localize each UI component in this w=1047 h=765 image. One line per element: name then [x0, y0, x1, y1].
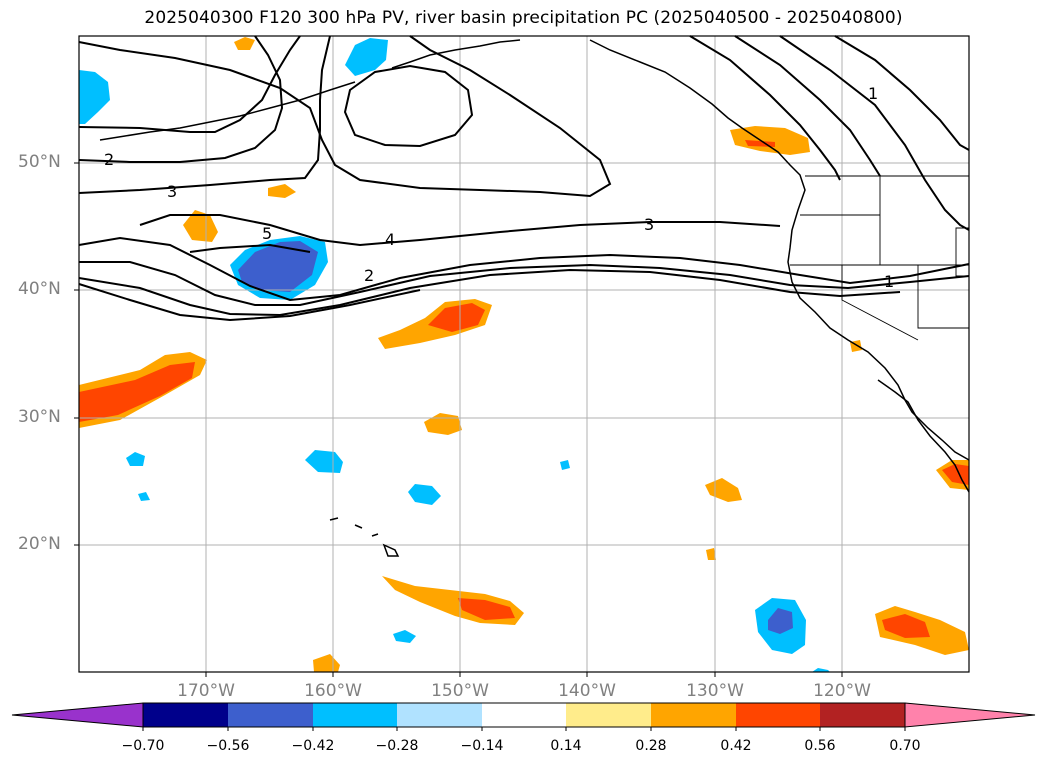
- contour-label: 1: [884, 272, 894, 291]
- colorbar-tick-label: −0.42: [291, 738, 335, 754]
- colorbar-swatch: [397, 703, 482, 727]
- lat-label: 50°N: [18, 152, 61, 172]
- colorbar-tick-label: 0.42: [720, 738, 752, 754]
- lon-label: 140°W: [558, 681, 616, 701]
- precip-positive-core: [882, 614, 930, 638]
- colorbar-tick-label: −0.56: [206, 738, 250, 754]
- lon-label: 120°W: [813, 681, 871, 701]
- graticule: [79, 36, 969, 672]
- pv-contour: [189, 243, 311, 253]
- colorbar-swatch: [228, 703, 313, 727]
- lon-label: 130°W: [686, 681, 744, 701]
- precip-negative-area: [126, 452, 145, 466]
- axis-ticks: [74, 162, 843, 677]
- map-title: 2025040300 F120 300 hPa PV, river basin …: [144, 8, 903, 28]
- hawaiian-islands: [329, 517, 400, 557]
- political-borders: [790, 175, 970, 341]
- pv-contour: [78, 35, 284, 163]
- pv-contour: [78, 35, 301, 133]
- pv-contour: [79, 261, 970, 306]
- contour-label: 2: [364, 266, 374, 285]
- colorbar-swatch: [482, 703, 566, 727]
- precip-negative-area: [560, 460, 570, 470]
- precip-positive-core: [428, 303, 485, 332]
- pv-contour: [139, 214, 781, 247]
- contour-label: 5: [262, 224, 272, 243]
- precip-negative-area: [408, 484, 441, 505]
- contour-label: 2: [104, 150, 114, 169]
- lat-label: 30°N: [18, 407, 61, 427]
- pv-contour: [78, 236, 970, 302]
- pv-contour: [834, 35, 970, 151]
- precip-negative-area: [393, 630, 416, 643]
- pv-contour: [779, 35, 970, 231]
- contour-label: 3: [644, 215, 654, 234]
- alaska-southeast-coast: [391, 39, 521, 69]
- colorbar-swatch: [143, 703, 228, 727]
- coastlines: [99, 39, 970, 557]
- precip-positive-core: [458, 598, 515, 620]
- pv-contour: [78, 268, 901, 317]
- contour-label: 4: [385, 230, 395, 249]
- precip-positive-core: [79, 362, 195, 422]
- map-frame: [78, 35, 970, 673]
- colorbar-tick-label: −0.70: [121, 738, 165, 754]
- lon-label: 170°W: [177, 681, 235, 701]
- contour-label: 3: [167, 182, 177, 201]
- precip-positive-area: [705, 478, 742, 502]
- colorbar: [11, 702, 1036, 731]
- precip-negative-core: [768, 608, 793, 634]
- colorbar-swatch: [651, 703, 736, 727]
- state-borders: [790, 176, 970, 341]
- precip-negative-area: [345, 38, 388, 76]
- colorbar-tick-label: −0.28: [375, 738, 419, 754]
- precip-negative-area: [79, 70, 110, 124]
- map-background: [79, 36, 969, 672]
- pv-contour: [734, 35, 881, 177]
- aleutian-islands: [99, 81, 356, 141]
- pv-contour: [78, 35, 612, 198]
- lat-label: 40°N: [18, 279, 61, 299]
- colorbar-swatch: [904, 702, 1036, 728]
- lon-label: 150°W: [431, 681, 489, 701]
- contour-label: 1: [868, 84, 878, 103]
- colorbar-tick-label: 0.70: [889, 738, 921, 754]
- baja-california: [877, 379, 970, 493]
- precip-positive-area: [706, 548, 716, 560]
- precip-positive-area: [234, 37, 255, 50]
- pv-contours: [78, 35, 970, 322]
- lon-label: 160°W: [304, 681, 362, 701]
- precip-negative-area: [138, 492, 150, 501]
- precip-positive-area: [268, 184, 296, 198]
- colorbar-swatch: [313, 703, 397, 727]
- pv-contour: [78, 283, 421, 322]
- colorbar-outline: [142, 702, 906, 728]
- colorbar-tick-label: 0.56: [804, 738, 836, 754]
- colorbar-tick-label: 0.28: [635, 738, 667, 754]
- colorbar-tick-label: 0.14: [550, 738, 582, 754]
- colorbar-swatch: [566, 703, 651, 727]
- lat-label: 20°N: [18, 534, 61, 554]
- pv-contour: [689, 35, 841, 181]
- colorbar-tick-label: −0.14: [460, 738, 504, 754]
- precip-negative-area: [812, 668, 830, 672]
- colorbar-swatch: [736, 703, 820, 727]
- colorbar-swatch: [11, 702, 144, 728]
- precip-positive-area: [183, 210, 218, 242]
- colorbar-swatch: [820, 703, 905, 727]
- pv-contour: [78, 35, 331, 194]
- precip-negative-core: [238, 241, 318, 292]
- precip-shading: [79, 37, 969, 672]
- pv-contour-closed: [343, 64, 474, 148]
- contour-labels: 1 1 2 2 3 3 4 5: [104, 84, 894, 291]
